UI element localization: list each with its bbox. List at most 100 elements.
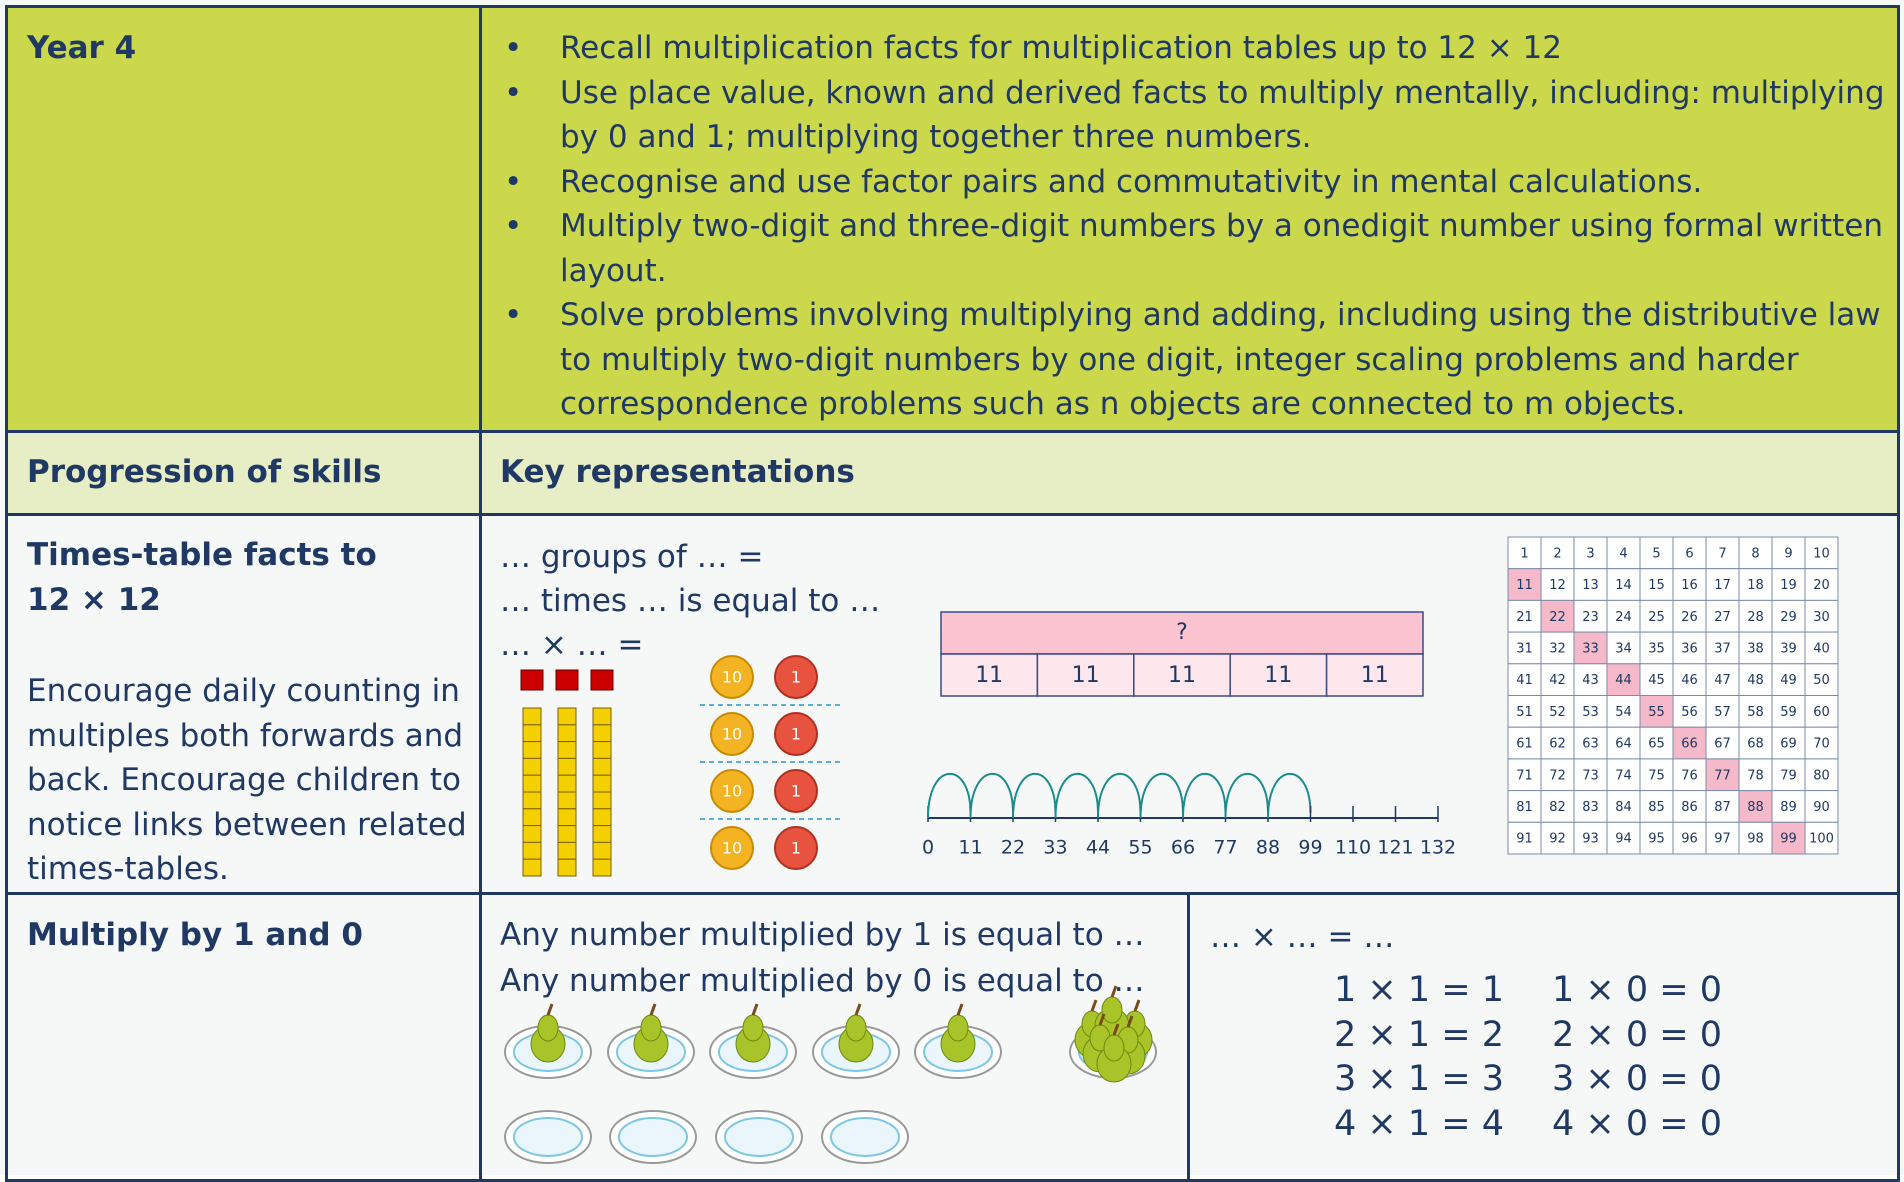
square-cell (1705, 695, 1740, 728)
rod-unit (557, 808, 577, 827)
counter (774, 826, 818, 870)
square-cell (1672, 631, 1707, 665)
square-cell (1540, 821, 1575, 855)
square-number: 10 (1813, 546, 1830, 561)
square-number: 89 (1780, 800, 1797, 815)
square-number: 6 (1685, 546, 1693, 561)
square-cell (1672, 568, 1707, 601)
square-number: 2 (1553, 546, 1561, 561)
rod-unit (592, 741, 612, 759)
square-number: 14 (1615, 578, 1632, 593)
square-number: 44 (1615, 673, 1632, 688)
counter (774, 712, 818, 756)
pear-stem (1090, 999, 1098, 1012)
plate-rim (618, 1117, 688, 1157)
bar-part-label: 11 (1361, 663, 1389, 688)
square-number: 61 (1516, 737, 1533, 752)
square-cell (1507, 536, 1542, 570)
square-number: 55 (1648, 705, 1665, 720)
square-number: 70 (1813, 737, 1830, 752)
phrase: … × … = (500, 627, 644, 663)
square-number: 37 (1714, 641, 1731, 656)
jump-arc (1267, 772, 1312, 819)
pear-stem (1126, 1015, 1134, 1028)
square-number: 86 (1681, 800, 1698, 815)
rod-unit (592, 825, 612, 843)
square-cell (1573, 663, 1608, 696)
square-number: 7 (1718, 546, 1726, 561)
bar-total (940, 611, 1424, 655)
bar-part (1325, 653, 1424, 697)
square-number: 79 (1780, 768, 1797, 783)
square-cell (1507, 631, 1542, 665)
square-number: 59 (1780, 705, 1797, 720)
square-cell (1606, 821, 1641, 855)
square-number: 9 (1784, 546, 1792, 561)
square-number: 8 (1751, 546, 1759, 561)
pear (1101, 996, 1123, 1024)
bar-part (1229, 653, 1328, 697)
jump-arc (969, 772, 1014, 819)
square-cell (1540, 695, 1575, 728)
rod-unit (592, 724, 612, 743)
square-cell (1573, 695, 1608, 728)
square-cell (1573, 758, 1608, 792)
number-line-label: 0 (922, 837, 934, 859)
square-number: 81 (1516, 800, 1533, 815)
square-number: 49 (1780, 673, 1797, 688)
row-title: 12 × 12 (27, 582, 161, 618)
rod-unit (557, 841, 577, 860)
square-cell (1804, 790, 1839, 823)
square-cell (1639, 758, 1674, 792)
equation: 1 × 1 = 1 (1334, 970, 1504, 1010)
pear (845, 1014, 867, 1042)
square-cell (1606, 536, 1641, 570)
square-number: 45 (1648, 673, 1665, 688)
cube (520, 669, 544, 691)
square-number: 1 (1520, 546, 1528, 561)
square-cell (1573, 726, 1608, 760)
square-number: 11 (1516, 578, 1533, 593)
bar-part-label: 11 (1072, 663, 1100, 688)
square-number: 76 (1681, 768, 1698, 783)
square-number: 60 (1813, 705, 1830, 720)
square-cell (1507, 663, 1542, 696)
square-number: 80 (1813, 768, 1830, 783)
jump-arc (1054, 772, 1099, 819)
square-cell (1540, 726, 1575, 760)
rod-unit (522, 757, 542, 776)
row-note: Encourage daily counting in multiples bo… (27, 673, 467, 887)
square-number: 77 (1714, 768, 1731, 783)
square-number: 95 (1648, 832, 1665, 847)
square-number: 63 (1582, 737, 1599, 752)
square-cell (1573, 821, 1608, 855)
square-number: 24 (1615, 610, 1632, 625)
rod-unit (557, 741, 577, 759)
rod-unit (592, 858, 612, 877)
square-number: 26 (1681, 610, 1698, 625)
square-number: 87 (1714, 800, 1731, 815)
square-cell (1639, 790, 1674, 823)
square-number: 25 (1648, 610, 1665, 625)
square-number: 21 (1516, 610, 1533, 625)
square-number: 98 (1747, 832, 1764, 847)
square-cell (1639, 821, 1674, 855)
rod-unit (522, 774, 542, 793)
number-line-label: 99 (1298, 837, 1322, 859)
square-cell (1771, 568, 1806, 601)
rod-unit (522, 825, 542, 843)
square-number: 20 (1813, 578, 1830, 593)
bullet: Multiply two-digit and three-digit numbe… (504, 204, 1895, 293)
square-number: 42 (1549, 673, 1566, 688)
jump-arc (1097, 772, 1142, 819)
rod-unit (522, 858, 542, 877)
counter-label: 10 (722, 725, 742, 744)
square-number: 48 (1747, 673, 1764, 688)
pear-stem (1112, 1023, 1120, 1036)
plate-rim (513, 1117, 583, 1157)
equation: 1 × 0 = 0 (1552, 970, 1722, 1010)
number-line-label: 110 (1335, 837, 1371, 859)
number-line-label: 66 (1171, 837, 1195, 859)
